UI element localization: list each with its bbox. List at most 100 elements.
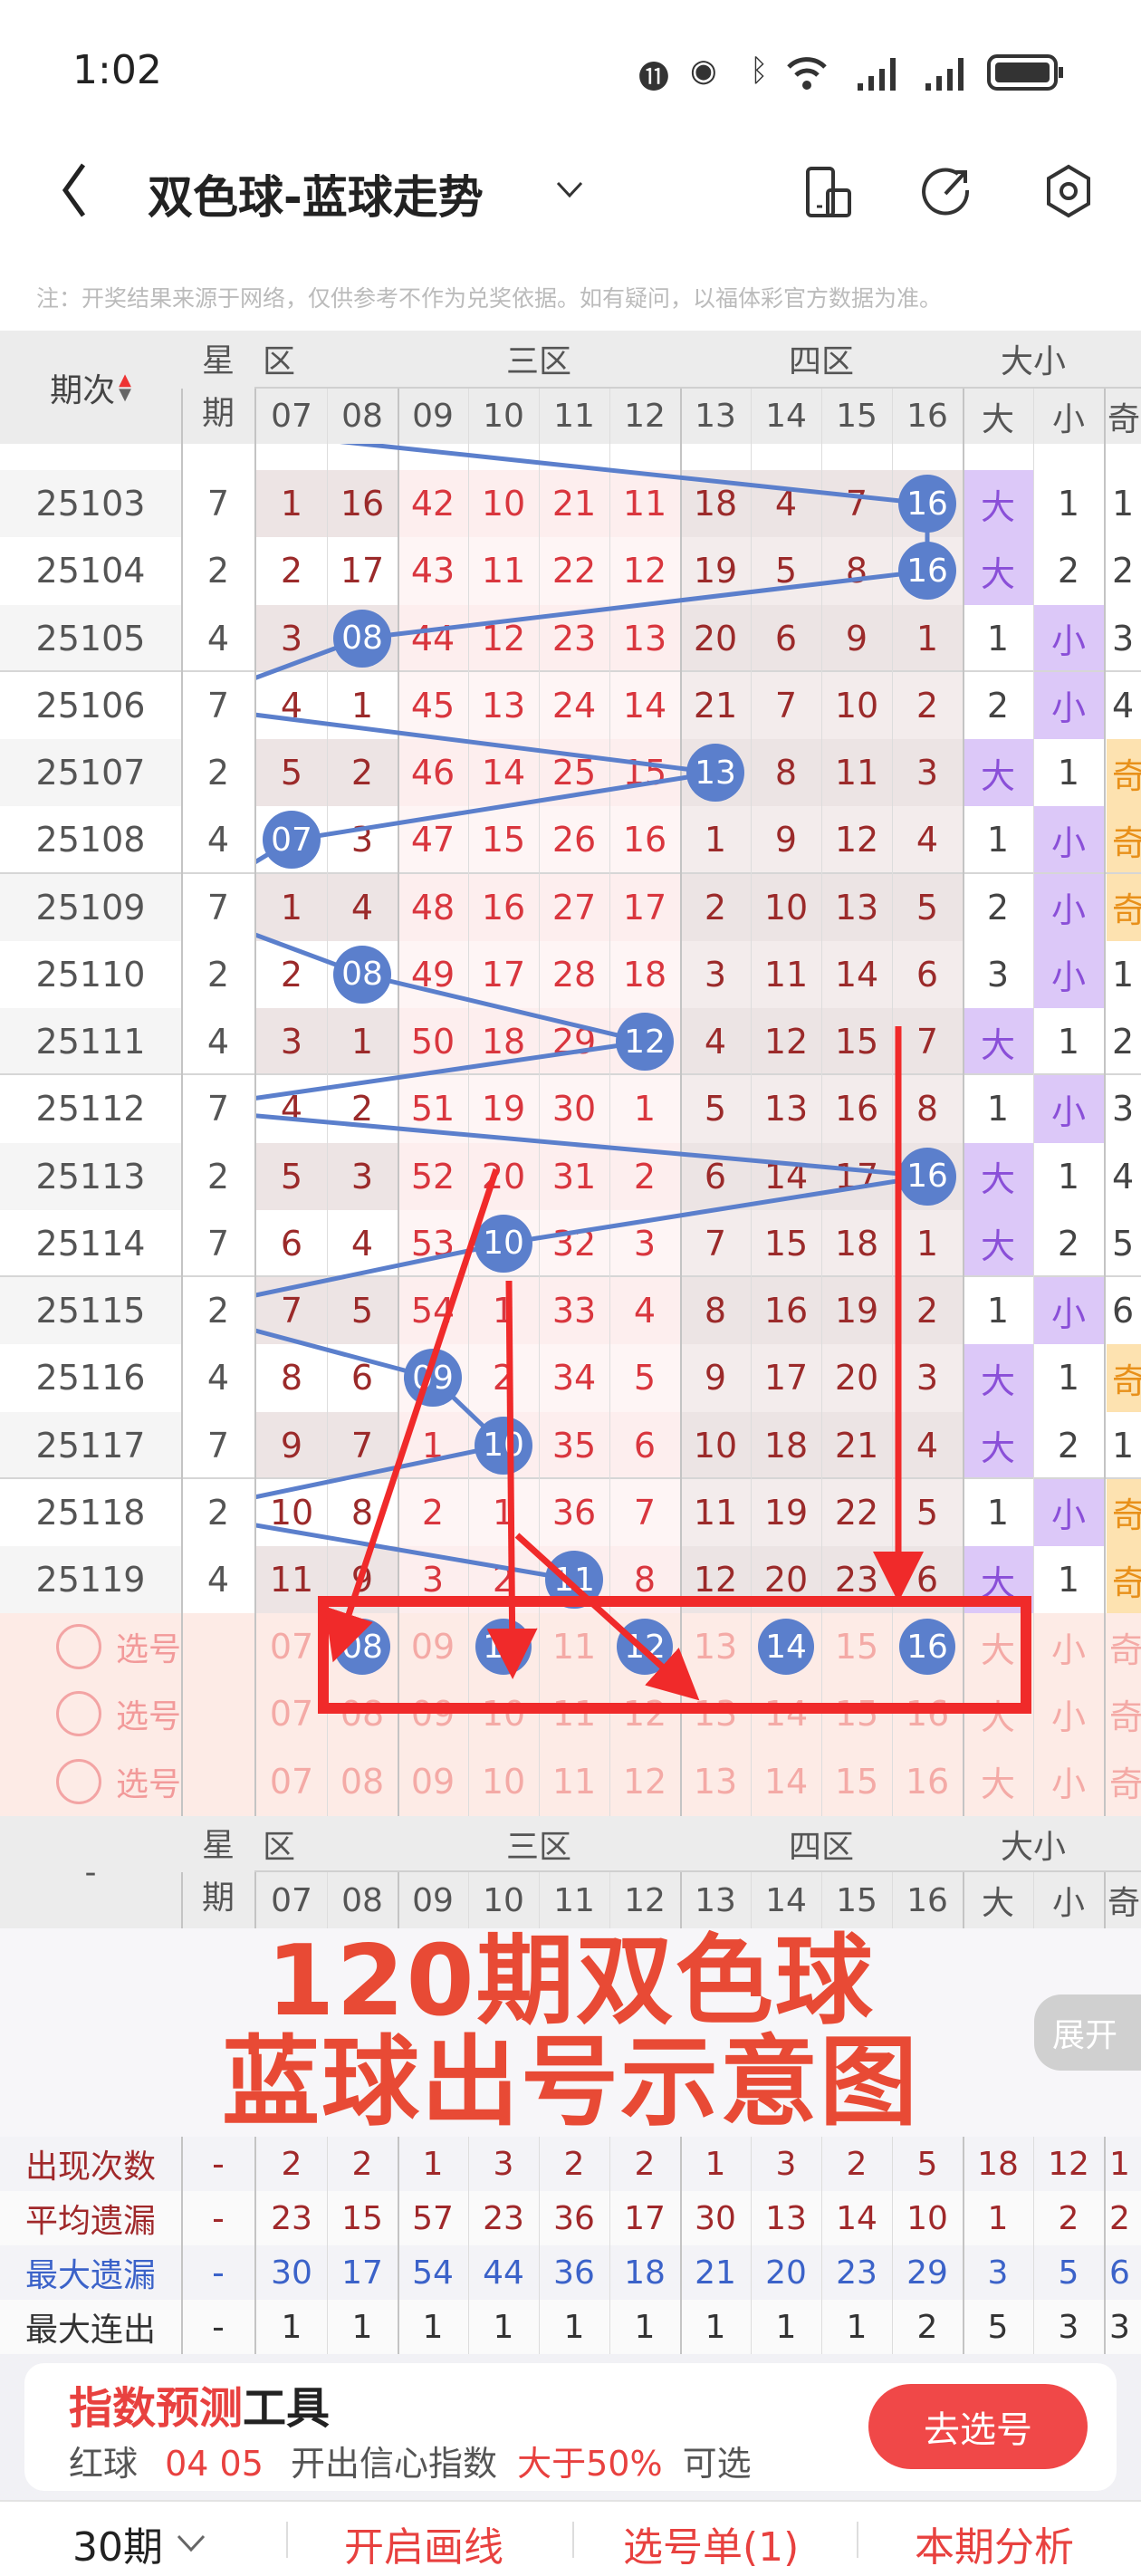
- table-row[interactable]: 25104 2 2 17 43 11 22 12 19 5 8 大 2 2: [0, 537, 1141, 605]
- selection-number[interactable]: 11: [551, 1694, 597, 1735]
- trend-table-body[interactable]: 25103 7 1 16 42 10 21 11 18 4 7 大 1 1 25104 2 2 17 43 11 22 1…: [0, 444, 1141, 1613]
- table-row[interactable]: 25109 7 1 4 48 16 27 17 2 10 13 5 2 小奇: [0, 873, 1141, 941]
- selection-number[interactable]: 10: [481, 1761, 526, 1802]
- miss-cell: 7: [892, 1008, 963, 1076]
- selection-number[interactable]: 16: [892, 1613, 963, 1680]
- selection-small[interactable]: 小: [1050, 1629, 1086, 1670]
- stats-row: 平均遗漏 - 23 15 57 23 36 17 30 13 14 10 1 2 2: [0, 2191, 1141, 2245]
- selection-number[interactable]: 16: [905, 1694, 950, 1735]
- selection-number[interactable]: 08: [327, 1613, 398, 1680]
- stats-big: 5: [987, 2308, 1009, 2346]
- selection-number[interactable]: 14: [763, 1761, 809, 1802]
- selection-odd[interactable]: 奇: [1109, 1764, 1141, 1805]
- selection-number[interactable]: 09: [410, 1694, 455, 1735]
- period-count-select[interactable]: 30期: [72, 2514, 206, 2572]
- table-row[interactable]: 25108 4 3 47 15 26 16 1 9 12 4 1 小奇: [0, 806, 1141, 874]
- selection-row[interactable]: 选号 07 08 09 10 11 12 13 14 15 16 大小奇: [0, 1613, 1141, 1680]
- selection-number[interactable]: 15: [834, 1694, 879, 1735]
- back-button[interactable]: [56, 161, 92, 223]
- selection-number[interactable]: 07: [269, 1694, 314, 1735]
- selection-number[interactable]: 10: [468, 1613, 539, 1680]
- miss-cell: 47: [398, 806, 468, 874]
- selection-number[interactable]: 07: [269, 1627, 314, 1668]
- selected-ball[interactable]: 10: [475, 1619, 532, 1676]
- lottery-switch-dropdown[interactable]: [554, 179, 585, 205]
- selection-small[interactable]: 小: [1050, 1697, 1086, 1737]
- selection-row[interactable]: 选号 07 08 09 10 11 12 13 14 15 16 大小奇: [0, 1680, 1141, 1747]
- selection-radio[interactable]: [56, 1624, 101, 1670]
- miss-cell: 9: [680, 1344, 751, 1412]
- selected-ball[interactable]: 12: [617, 1619, 673, 1676]
- selection-number[interactable]: 11: [551, 1761, 597, 1802]
- settings-button[interactable]: [1043, 163, 1094, 225]
- selection-number[interactable]: 15: [834, 1627, 879, 1668]
- selected-ball[interactable]: 14: [758, 1619, 814, 1676]
- expand-button[interactable]: 展开: [1034, 1994, 1141, 2071]
- selection-number[interactable]: 16: [905, 1761, 950, 1802]
- ball-label: 红球: [69, 2444, 139, 2484]
- stats-big: 1: [987, 2199, 1009, 2237]
- stats-odd: 6: [1109, 2254, 1130, 2292]
- selection-number[interactable]: 13: [693, 1627, 738, 1668]
- column-divider: [468, 1872, 469, 1928]
- miss-cell: 6: [751, 604, 821, 672]
- rotate-screen-button[interactable]: [804, 165, 855, 223]
- pick-list-button[interactable]: 选号单(1): [623, 2524, 800, 2571]
- selection-small[interactable]: 小: [1050, 1764, 1086, 1805]
- selection-number[interactable]: 14: [751, 1613, 821, 1680]
- selection-odd[interactable]: 奇: [1109, 1629, 1141, 1670]
- stats-value: 10: [906, 2199, 948, 2237]
- selection-number[interactable]: 12: [609, 1613, 680, 1680]
- selection-number[interactable]: 07: [269, 1761, 314, 1802]
- miss-cell: 50: [398, 1008, 468, 1076]
- header-divider: [254, 1870, 1141, 1872]
- selection-row[interactable]: 选号 07 08 09 10 11 12 13 14 15 16 大小奇: [0, 1748, 1141, 1815]
- selection-number[interactable]: 08: [340, 1761, 385, 1802]
- selection-number[interactable]: 14: [763, 1694, 809, 1735]
- column-divider: [181, 444, 183, 1613]
- selection-big[interactable]: 大: [980, 1764, 1015, 1805]
- table-row[interactable]: 25111 4 3 1 50 18 29 4 12 15 7 大 1 2: [0, 1008, 1141, 1076]
- selection-big[interactable]: 大: [980, 1629, 1015, 1670]
- selected-ball[interactable]: 08: [334, 1619, 390, 1676]
- selection-number[interactable]: 08: [340, 1694, 385, 1735]
- period-cell: 25103: [0, 470, 181, 538]
- table-row[interactable]: 25105 4 3 44 12 23 13 20 6 9 1 1 小 3: [0, 604, 1141, 672]
- wifi-icon: [784, 53, 829, 92]
- selection-number[interactable]: 09: [410, 1627, 455, 1668]
- selection-number[interactable]: 10: [481, 1694, 526, 1735]
- selection-number[interactable]: 12: [622, 1761, 667, 1802]
- selection-radio[interactable]: [56, 1691, 101, 1737]
- share-button[interactable]: [922, 165, 973, 223]
- page-title[interactable]: 双色球-蓝球走势: [148, 171, 484, 224]
- miss-cell: 18: [751, 1411, 821, 1479]
- selection-number[interactable]: 12: [622, 1694, 667, 1735]
- miss-cell: 2: [256, 537, 327, 605]
- table-row[interactable]: 25110 2 2 49 17 28 18 3 11 14 6 3 小 1: [0, 940, 1141, 1008]
- miss-cell: 5: [609, 1344, 680, 1412]
- table-row[interactable]: 25118 2 10 8 2 1 36 7 11 19 22 5 1 小奇: [0, 1478, 1141, 1546]
- selection-number[interactable]: 13: [693, 1694, 738, 1735]
- group-zone-3: 三区: [505, 343, 571, 380]
- table-row[interactable]: 25107 2 5 2 46 14 25 15 8 11 3 大 1 奇: [0, 739, 1141, 807]
- selection-number[interactable]: 11: [551, 1627, 597, 1668]
- selection-big[interactable]: 大: [980, 1697, 1015, 1737]
- small-cell: 小: [1033, 671, 1104, 739]
- selection-number[interactable]: 15: [834, 1761, 879, 1802]
- selection-odd[interactable]: 奇: [1109, 1697, 1141, 1737]
- selection-number[interactable]: 09: [410, 1761, 455, 1802]
- go-pick-button[interactable]: 去选号: [868, 2384, 1088, 2469]
- prediction-tool-card[interactable]: 指数预测工具 红球 04 05 开出信心指数 大于50% 可选 去选号: [24, 2363, 1117, 2491]
- table-row[interactable]: 25112 7 4 2 51 19 30 1 5 13 16 8 1 小 3: [0, 1075, 1141, 1143]
- selected-ball[interactable]: 16: [899, 1619, 955, 1676]
- analysis-button[interactable]: 本期分析: [915, 2524, 1074, 2571]
- selection-radio[interactable]: [56, 1758, 101, 1804]
- table-row[interactable]: 25103 7 1 16 42 10 21 11 18 4 7 大 1 1: [0, 470, 1141, 538]
- blue-ball: 08: [333, 945, 391, 1004]
- draw-lines-button[interactable]: 开启画线: [344, 2524, 503, 2571]
- column-divider: [751, 389, 752, 444]
- miss-cell: 3: [892, 1344, 963, 1412]
- sort-period-button[interactable]: 期次 ▲ ▼: [0, 331, 181, 444]
- selection-number[interactable]: 13: [693, 1761, 738, 1802]
- odd-cell: 奇: [1107, 1478, 1141, 1546]
